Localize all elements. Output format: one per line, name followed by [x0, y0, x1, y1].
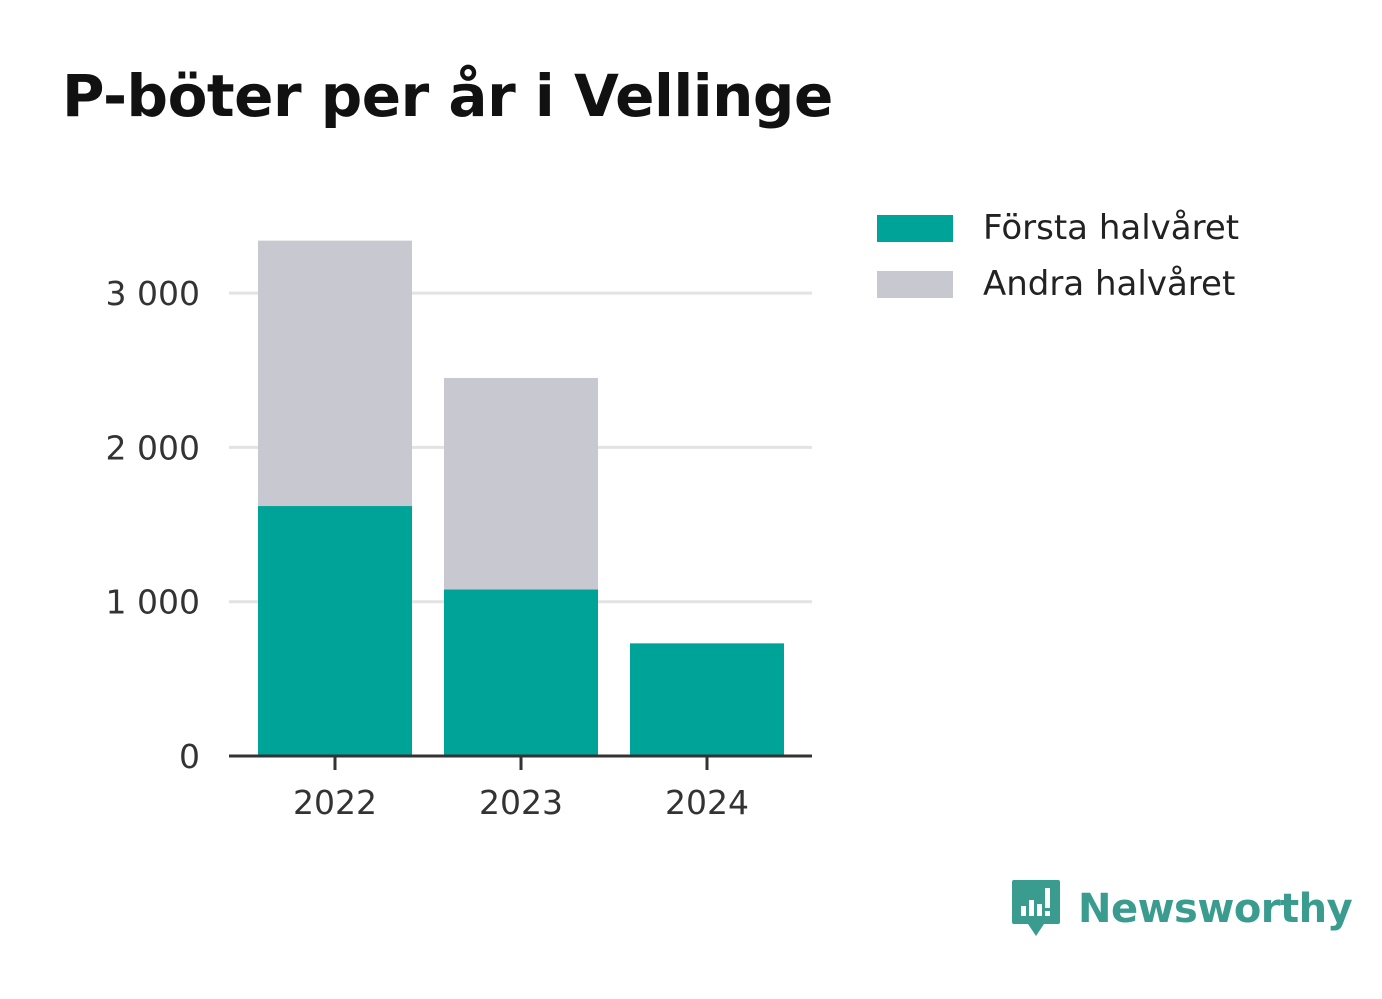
- bars: [258, 240, 784, 756]
- bar-2022-first-half: [258, 506, 412, 756]
- legend: Första halvåret Andra halvåret: [877, 200, 1239, 312]
- legend-swatch-second-half: [877, 270, 953, 298]
- legend-label-first-half: Första halvåret: [983, 208, 1240, 248]
- bar-2022-second-half: [258, 240, 412, 507]
- y-tick-label: 3 000: [106, 274, 200, 313]
- bar-2023-second-half: [444, 377, 598, 590]
- chart-title: P-böter per år i Vellinge: [62, 62, 833, 130]
- y-tick-label: 1 000: [106, 583, 200, 622]
- x-tick-label: 2022: [293, 783, 377, 822]
- legend-item-second-half: Andra halvåret: [877, 256, 1239, 312]
- axes: 0 1 000 2 000 3 000 2022 2023 2024: [106, 274, 812, 822]
- x-tick-label: 2023: [479, 783, 563, 822]
- newsworthy-logo-icon: [1012, 880, 1060, 936]
- bar-2023-first-half: [444, 589, 598, 756]
- brand-name: Newsworthy: [1078, 886, 1353, 932]
- legend-label-second-half: Andra halvåret: [983, 264, 1236, 304]
- x-tick-label: 2024: [665, 783, 749, 822]
- legend-item-first-half: Första halvåret: [877, 200, 1239, 256]
- bar-2024-first-half: [630, 643, 784, 756]
- brand-logo: Newsworthy: [1010, 878, 1353, 940]
- y-tick-label: 0: [179, 737, 200, 776]
- y-tick-label: 2 000: [106, 428, 200, 467]
- legend-swatch-first-half: [877, 214, 953, 242]
